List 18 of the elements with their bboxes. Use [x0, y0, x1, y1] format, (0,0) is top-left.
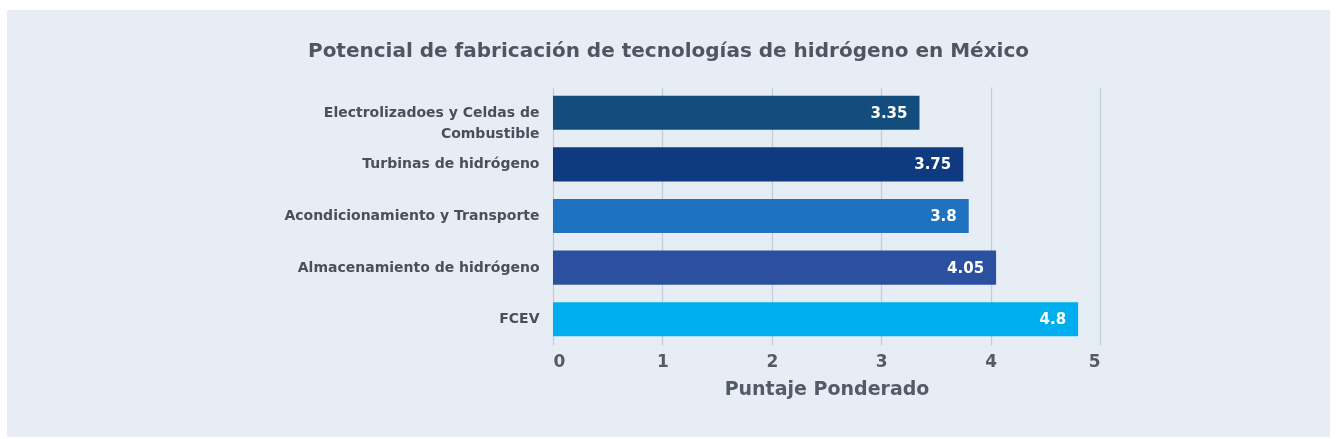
data-label: 4.8 [1039, 310, 1067, 329]
x-tick-label: 0 [553, 350, 566, 371]
y-tick-label: Electrolizadoes y Celdas de Combustible [323, 103, 540, 141]
x-tick-label: 2 [766, 350, 779, 371]
data-label: 3.35 [870, 103, 908, 122]
x-tick-label: 3 [875, 350, 888, 371]
x-tick-label: 4 [985, 350, 998, 371]
data-label: 3.75 [914, 155, 952, 174]
chart-title: Potencial de fabricación de tecnologías de hidrógeno en México [307, 38, 1030, 62]
data-label: 3.8 [930, 207, 957, 225]
x-axis-title: Puntaje Ponderado [724, 376, 930, 399]
x-tick-label: 5 [1088, 350, 1101, 371]
x-tick-label: 1 [656, 350, 669, 371]
y-tick-label: Turbinas de hidrógeno [362, 155, 540, 172]
data-label: 4.05 [947, 258, 985, 277]
y-tick-label: Almacenamiento de hidrógeno [297, 258, 540, 275]
y-tick-label: Acondicionamiento y Transporte [284, 207, 540, 223]
y-tick-label: FCEV [499, 310, 540, 327]
